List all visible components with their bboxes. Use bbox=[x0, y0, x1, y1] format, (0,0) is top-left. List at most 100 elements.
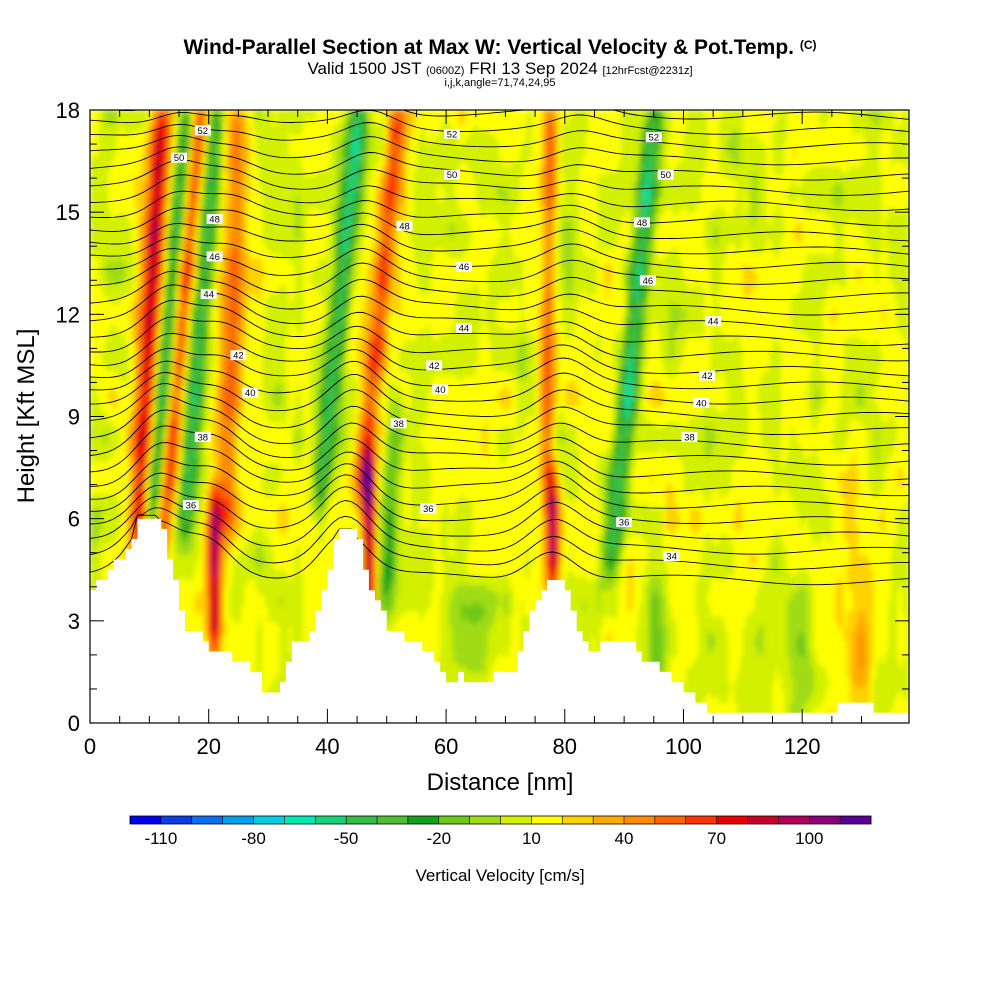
velocity-cell bbox=[107, 201, 112, 208]
velocity-cell bbox=[155, 324, 159, 331]
velocity-cell bbox=[149, 375, 153, 382]
velocity-cell bbox=[155, 212, 159, 218]
velocity-cell bbox=[181, 447, 186, 453]
velocity-cell bbox=[113, 370, 118, 377]
velocity-cell bbox=[164, 431, 168, 438]
velocity-cell bbox=[167, 150, 171, 157]
velocity-cell bbox=[170, 329, 174, 336]
velocity-cell bbox=[152, 462, 156, 469]
velocity-cell bbox=[152, 329, 156, 336]
velocity-cell bbox=[137, 436, 142, 443]
velocity-cell bbox=[149, 482, 153, 489]
velocity-cell bbox=[134, 462, 139, 469]
velocity-cell bbox=[158, 406, 162, 412]
velocity-cell bbox=[95, 166, 100, 172]
velocity-cell bbox=[104, 145, 109, 152]
velocity-cell bbox=[173, 161, 177, 167]
velocity-cell bbox=[92, 130, 97, 137]
velocity-cell bbox=[104, 513, 109, 520]
velocity-cell bbox=[152, 115, 156, 121]
velocity-cell bbox=[137, 421, 142, 428]
velocity-cell bbox=[176, 166, 180, 172]
velocity-cell bbox=[170, 166, 174, 172]
velocity-cell bbox=[173, 299, 177, 305]
velocity-cell bbox=[179, 554, 183, 561]
velocity-cell bbox=[90, 329, 94, 336]
velocity-cell bbox=[179, 513, 183, 520]
velocity-cell bbox=[110, 237, 115, 244]
velocity-cell bbox=[170, 115, 174, 121]
velocity-cell bbox=[110, 140, 115, 147]
velocity-cell bbox=[90, 268, 94, 275]
velocity-cell bbox=[170, 477, 174, 484]
velocity-cell bbox=[98, 528, 103, 535]
velocity-cell bbox=[140, 416, 145, 423]
velocity-cell bbox=[143, 411, 147, 418]
velocity-cell bbox=[98, 503, 103, 510]
velocity-cell bbox=[158, 268, 162, 275]
velocity-cell bbox=[92, 569, 97, 576]
velocity-cell bbox=[170, 431, 174, 438]
velocity-cell bbox=[155, 222, 159, 229]
velocity-cell bbox=[161, 334, 165, 341]
velocity-cell bbox=[167, 350, 171, 356]
velocity-cell bbox=[131, 452, 136, 458]
velocity-cell bbox=[128, 166, 133, 172]
velocity-cell bbox=[110, 258, 115, 264]
velocity-cell bbox=[140, 462, 145, 469]
velocity-cell bbox=[181, 176, 186, 183]
velocity-cell bbox=[116, 115, 121, 121]
velocity-cell bbox=[164, 212, 168, 218]
velocity-cell bbox=[164, 140, 168, 147]
velocity-cell bbox=[170, 533, 174, 540]
velocity-cell bbox=[158, 329, 162, 336]
velocity-cell bbox=[125, 166, 130, 172]
velocity-cell bbox=[107, 161, 112, 167]
velocity-cell bbox=[101, 559, 106, 566]
velocity-cell bbox=[104, 155, 109, 162]
velocity-cell bbox=[92, 549, 97, 556]
velocity-cell bbox=[179, 166, 183, 172]
velocity-cell bbox=[161, 304, 165, 310]
velocity-cell bbox=[98, 222, 103, 229]
velocity-cell bbox=[119, 227, 124, 234]
velocity-cell bbox=[104, 467, 109, 474]
velocity-cell bbox=[137, 212, 142, 218]
velocity-cell bbox=[104, 130, 109, 137]
velocity-cell bbox=[104, 426, 109, 433]
velocity-cell bbox=[158, 380, 162, 387]
velocity-cell bbox=[173, 390, 177, 397]
velocity-cell bbox=[152, 227, 156, 234]
velocity-cell bbox=[107, 401, 112, 407]
velocity-cell bbox=[101, 421, 106, 428]
velocity-cell bbox=[184, 574, 189, 581]
valid-zulu: (0600Z) bbox=[426, 65, 465, 77]
velocity-cell bbox=[179, 579, 183, 586]
velocity-cell bbox=[137, 457, 142, 464]
velocity-cell bbox=[128, 467, 133, 474]
velocity-cell bbox=[176, 462, 180, 469]
velocity-cell bbox=[137, 161, 142, 167]
velocity-cell bbox=[152, 431, 156, 438]
velocity-cell bbox=[134, 452, 139, 458]
velocity-cell bbox=[116, 314, 121, 321]
velocity-cell bbox=[116, 355, 121, 361]
velocity-cell bbox=[140, 477, 145, 484]
velocity-cell bbox=[161, 171, 165, 178]
velocity-cell bbox=[161, 396, 165, 402]
velocity-cell bbox=[101, 278, 106, 285]
velocity-cell bbox=[92, 283, 97, 290]
velocity-cell bbox=[158, 135, 162, 142]
velocity-cell bbox=[110, 518, 115, 525]
velocity-cell bbox=[143, 421, 147, 428]
velocity-cell bbox=[176, 232, 180, 239]
velocity-cell bbox=[98, 237, 103, 244]
velocity-cell bbox=[155, 452, 159, 458]
velocity-cell bbox=[155, 258, 159, 264]
velocity-cell bbox=[104, 268, 109, 275]
velocity-cell bbox=[143, 467, 147, 474]
velocity-cell bbox=[116, 462, 121, 469]
velocity-cell bbox=[155, 130, 159, 137]
velocity-cell bbox=[140, 426, 145, 433]
velocity-cell bbox=[155, 161, 159, 167]
